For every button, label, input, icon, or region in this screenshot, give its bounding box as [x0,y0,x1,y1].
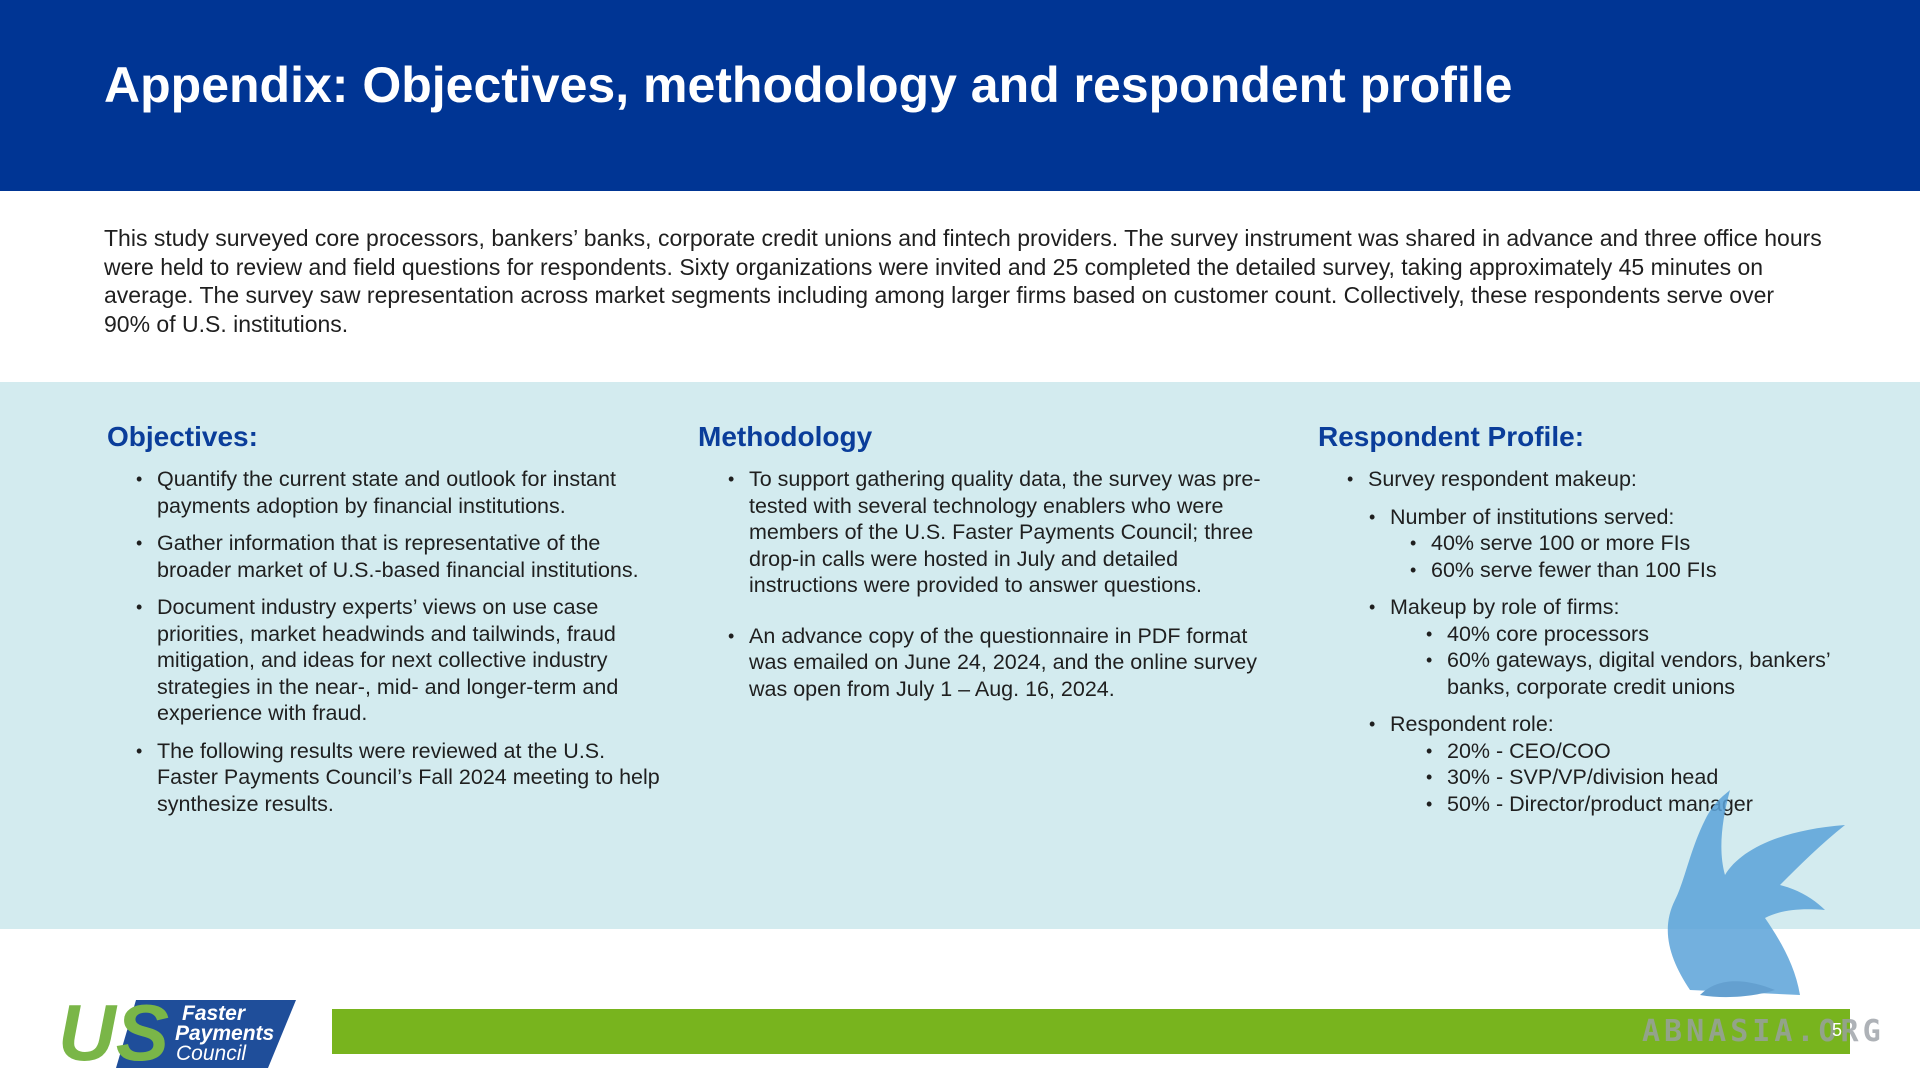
logo-council-text: Council [176,1042,247,1065]
list-item: 50% - Director/product manager [1426,791,1878,818]
footer-green-bar [332,1009,1850,1054]
methodology-list: To support gathering quality data, the s… [728,466,1288,703]
griffin-watermark-icon [1667,790,1845,998]
list-item: Makeup by role of firms: 40% core proces… [1369,594,1878,701]
institutions-sublist: 40% serve 100 or more FIs 60% serve fewe… [1410,530,1878,584]
list-item: To support gathering quality data, the s… [728,466,1288,599]
respondent-heading: Respondent Profile: [1318,421,1585,452]
objectives-list: Quantify the current state and outlook f… [136,466,667,818]
list-item: 20% - CEO/COO [1426,738,1878,765]
list-item: Survey respondent makeup: Number of inst… [1347,466,1878,818]
list-item: Document industry experts’ views on use … [136,594,667,727]
objectives-heading: Objectives: [107,421,258,452]
roles-sublist: 40% core processors 60% gateways, digita… [1426,621,1878,701]
roles-label: Makeup by role of firms: [1390,595,1620,619]
logo-faster-text: Faster [182,1002,247,1025]
list-item: 30% - SVP/VP/division head [1426,764,1878,791]
list-item: 60% gateways, digital vendors, bankers’ … [1426,647,1878,700]
intro-paragraph: This study surveyed core processors, ban… [104,225,1822,337]
list-item: Number of institutions served: 40% serve… [1369,504,1878,584]
institutions-label: Number of institutions served: [1390,504,1675,529]
objectives-column: Objectives: Quantify the current state a… [107,420,667,828]
methodology-heading: Methodology [698,421,873,452]
methodology-column: Methodology To support gathering quality… [698,420,1288,726]
respondent-list: Survey respondent makeup: Number of inst… [1347,466,1878,818]
respondent-profile-column: Respondent Profile: Survey respondent ma… [1318,420,1878,828]
respondent-role-sublist: 20% - CEO/COO 30% - SVP/VP/division head… [1426,738,1878,818]
watermark-text: ABNASIA.ORG [1642,1014,1885,1049]
makeup-sublist: Number of institutions served: 40% serve… [1369,504,1878,818]
makeup-label: Survey respondent makeup: [1368,467,1637,491]
list-item: The following results were reviewed at t… [136,738,667,818]
list-item: 60% serve fewer than 100 FIs [1410,557,1878,584]
list-item: Respondent role: 20% - CEO/COO 30% - SVP… [1369,711,1878,818]
list-item: 40% core processors [1426,621,1878,648]
list-item: Quantify the current state and outlook f… [136,466,667,519]
usfpc-logo: US Faster Payments Council [58,992,296,1068]
logo-payments-text: Payments [175,1022,274,1045]
list-item: Gather information that is representativ… [136,530,667,583]
list-item: 40% serve 100 or more FIs [1410,530,1878,557]
logo-us-text: US [58,992,169,1068]
title-banner: Appendix: Objectives, methodology and re… [0,0,1920,191]
respondent-role-label: Respondent role: [1390,712,1554,736]
page-title: Appendix: Objectives, methodology and re… [104,57,1513,113]
list-item: An advance copy of the questionnaire in … [728,623,1288,703]
page-number: 5 [1832,1020,1843,1040]
